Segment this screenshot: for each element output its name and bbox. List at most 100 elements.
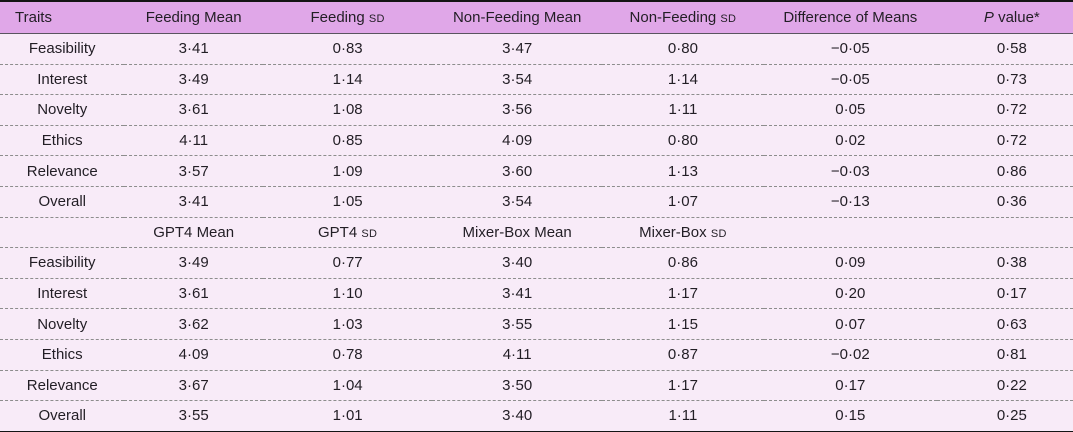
trait-cell: Feasibility xyxy=(0,247,125,279)
label-segment: Feeding Mean xyxy=(145,9,242,26)
value-cell: 0·81 xyxy=(936,338,1073,371)
subheader-cell: GPT4 Mean xyxy=(124,216,263,248)
value-cell: 1·14 xyxy=(262,63,433,95)
value-cell: 0·58 xyxy=(936,33,1073,65)
value-cell: 0·09 xyxy=(763,247,937,279)
header-row: Traits Feeding Mean Feeding SD Non-Feeding … xyxy=(0,2,1073,34)
value-cell: 3·54 xyxy=(432,185,602,218)
table-row-relevance: Relevance 3·67 1·04 3·50 1·17 0·17 0·22 xyxy=(0,369,1073,401)
trait-cell: Ethics xyxy=(0,124,125,156)
column-header-traits: Traits xyxy=(0,2,125,34)
value-cell: 0·25 xyxy=(936,400,1073,431)
value-cell: 4·11 xyxy=(432,338,602,371)
value-cell: 3·61 xyxy=(124,277,263,309)
trait-cell: Overall xyxy=(0,185,125,218)
value-cell: 0·05 xyxy=(763,94,937,126)
value-cell: 3·67 xyxy=(124,369,263,401)
value-cell: 3·56 xyxy=(432,94,602,126)
value-cell: 0·63 xyxy=(936,308,1073,340)
subheader-row: GPT4 Mean GPT4 SD Mixer-Box Mean Mixer-Box … xyxy=(0,216,1073,248)
value-cell: 0·85 xyxy=(262,124,433,156)
value-cell: 0·80 xyxy=(601,33,764,65)
trait-cell: Feasibility xyxy=(0,33,125,65)
trait-cell: Ethics xyxy=(0,338,125,371)
trait-cell: Relevance xyxy=(0,369,125,401)
value-cell: 0·22 xyxy=(936,369,1073,401)
table-row-interest: Interest 3·61 1·10 3·41 1·17 0·20 0·17 xyxy=(0,277,1073,309)
trait-cell: Novelty xyxy=(0,308,125,340)
label-segment: Traits xyxy=(15,9,52,26)
label-segment: Difference of Means xyxy=(783,9,918,26)
table-header: Traits Feeding Mean Feeding SD Non-Feeding … xyxy=(0,2,1073,34)
trait-cell: Interest xyxy=(0,63,125,95)
value-cell: 3·62 xyxy=(124,308,263,340)
value-cell: 4·09 xyxy=(124,338,263,371)
table-row-feasibility: Feasibility 3·41 0·83 3·47 0·80 −0·05 0·58 xyxy=(0,33,1073,65)
value-cell: 0·17 xyxy=(936,277,1073,309)
label-segment: SD xyxy=(368,13,385,25)
label-segment: SD xyxy=(361,227,378,240)
table-row-ethics: Ethics 4·11 0·85 4·09 0·80 0·02 0·72 xyxy=(0,124,1073,156)
trait-cell: Overall xyxy=(0,400,125,431)
value-cell: 1·04 xyxy=(262,369,433,401)
column-header-difference-of-means: Difference of Means xyxy=(763,2,937,34)
value-cell: 1·03 xyxy=(262,308,433,340)
value-cell: 3·61 xyxy=(124,94,263,126)
value-cell: 1·07 xyxy=(601,185,764,218)
table-row-relevance: Relevance 3·57 1·09 3·60 1·13 −0·03 0·86 xyxy=(0,155,1073,187)
value-cell: 3·41 xyxy=(432,277,602,309)
value-cell: 3·41 xyxy=(124,33,263,65)
subheader-cell: Mixer-Box SD xyxy=(601,216,764,248)
label-segment: value* xyxy=(993,9,1040,26)
value-cell: 1·05 xyxy=(262,185,433,218)
value-cell: 3·40 xyxy=(432,400,602,431)
value-cell: 0·17 xyxy=(763,369,937,401)
value-cell: 0·83 xyxy=(262,33,433,65)
value-cell: 3·55 xyxy=(124,400,263,431)
value-cell: 1·17 xyxy=(601,369,764,401)
value-cell: −0·05 xyxy=(763,63,937,95)
table-row-feasibility: Feasibility 3·49 0·77 3·40 0·86 0·09 0·38 xyxy=(0,247,1073,279)
value-cell: −0·02 xyxy=(763,338,937,371)
value-cell: 1·08 xyxy=(262,94,433,126)
value-cell: 0·73 xyxy=(936,63,1073,95)
table-row-interest: Interest 3·49 1·14 3·54 1·14 −0·05 0·73 xyxy=(0,63,1073,95)
value-cell: −0·05 xyxy=(763,33,937,65)
value-cell: 0·87 xyxy=(601,338,764,371)
value-cell: 1·14 xyxy=(601,63,764,95)
trait-cell: Relevance xyxy=(0,155,125,187)
table-row-overall: Overall 3·55 1·01 3·40 1·11 0·15 0·25 xyxy=(0,400,1073,431)
label-segment: GPT4 Mean xyxy=(153,223,235,241)
trait-cell: Interest xyxy=(0,277,125,309)
label-segment: Mixer-Box xyxy=(639,223,711,241)
value-cell: 3·49 xyxy=(124,247,263,279)
label-segment: Non-Feeding xyxy=(629,9,721,26)
value-cell: 4·09 xyxy=(432,124,602,156)
column-header-p-value: P value* xyxy=(936,2,1073,34)
value-cell: 3·40 xyxy=(432,247,602,279)
value-cell: 0·36 xyxy=(936,185,1073,218)
column-header-non-feeding-sd: Non-Feeding SD xyxy=(601,2,764,34)
subheader-trait-cell xyxy=(0,216,125,248)
value-cell: 0·80 xyxy=(601,124,764,156)
column-header-feeding-mean: Feeding Mean xyxy=(124,2,263,34)
label-segment: GPT4 xyxy=(318,223,362,241)
value-cell: 1·13 xyxy=(601,155,764,187)
subheader-cell: GPT4 SD xyxy=(262,216,433,248)
value-cell: 0·78 xyxy=(262,338,433,371)
value-cell: 0·20 xyxy=(763,277,937,309)
label-segment: P xyxy=(983,9,994,26)
value-cell: 0·02 xyxy=(763,124,937,156)
column-header-feeding-sd: Feeding SD xyxy=(262,2,433,34)
value-cell: 1·17 xyxy=(601,277,764,309)
value-cell: 1·09 xyxy=(262,155,433,187)
value-cell: 0·72 xyxy=(936,124,1073,156)
value-cell: 0·15 xyxy=(763,400,937,431)
label-segment: Non-Feeding Mean xyxy=(452,9,582,26)
value-cell: 0·38 xyxy=(936,247,1073,279)
value-cell: 3·57 xyxy=(124,155,263,187)
value-cell: 1·10 xyxy=(262,277,433,309)
subheader-cell xyxy=(763,216,937,248)
